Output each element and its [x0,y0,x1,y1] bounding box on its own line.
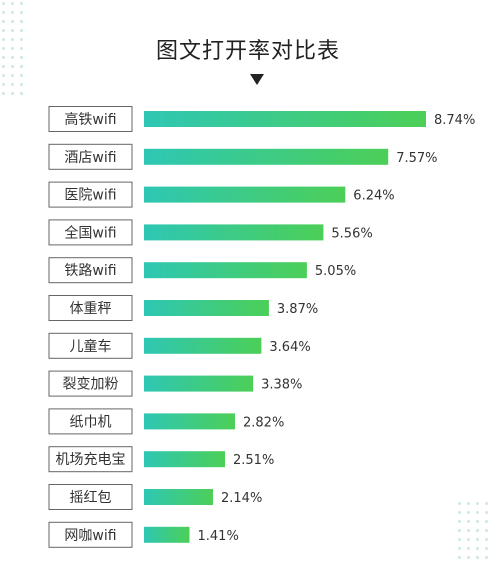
category-label-box [48,143,133,170]
value-label: 6.24% [353,189,394,204]
category-label-box [48,106,133,132]
value-label: 1.41% [198,529,239,544]
category-label: 体重秤 [70,301,112,317]
value-label: 2.14% [221,491,262,506]
bar [144,224,324,241]
category-label: 高铁wifi [64,111,116,128]
category-label: 儿童车 [70,338,112,355]
decorative-dots-top-left [0,0,30,110]
value-label: 3.87% [277,302,318,317]
bar [144,451,225,468]
category-label-box [48,484,133,510]
category-label: 摇红包 [70,490,112,506]
value-label: 2.51% [233,453,274,468]
bar [144,111,426,127]
bar [144,489,213,505]
bar [144,375,254,392]
bar [144,413,235,430]
bar [144,262,307,279]
category-label-box [48,408,133,435]
category-label: 纸巾机 [70,414,112,430]
value-label: 8.74% [434,113,475,128]
bar [144,526,190,543]
bar [144,300,269,316]
category-label: 酒店wifi [64,150,116,166]
decorative-dots-bottom-right [456,500,496,565]
category-label-box [48,219,133,246]
bar [144,337,262,354]
category-label: 机场充电宝 [56,452,126,468]
down-arrow-icon [250,74,264,85]
value-label: 7.57% [396,151,437,166]
category-label-box [48,446,133,473]
bar [144,148,389,165]
category-label-box [48,370,133,397]
category-label: 铁路wifi [64,263,116,279]
chart-title: 图文打开率对比表 [155,39,340,64]
category-label: 医院wifi [64,188,116,204]
bar [144,186,346,203]
value-label: 5.56% [331,226,372,241]
category-label: 网咖wifi [64,528,116,544]
category-label-box [48,181,133,208]
value-label: 3.38% [261,378,302,393]
value-label: 3.64% [269,340,310,355]
category-label: 全国wifi [64,224,116,241]
value-label: 5.05% [315,264,356,279]
category-label-box [48,257,133,284]
category-label-box [48,295,133,321]
category-label-box [48,521,133,548]
category-label: 裂变加粉 [63,377,119,393]
value-label: 2.82% [243,415,284,430]
category-label-box [48,332,133,359]
